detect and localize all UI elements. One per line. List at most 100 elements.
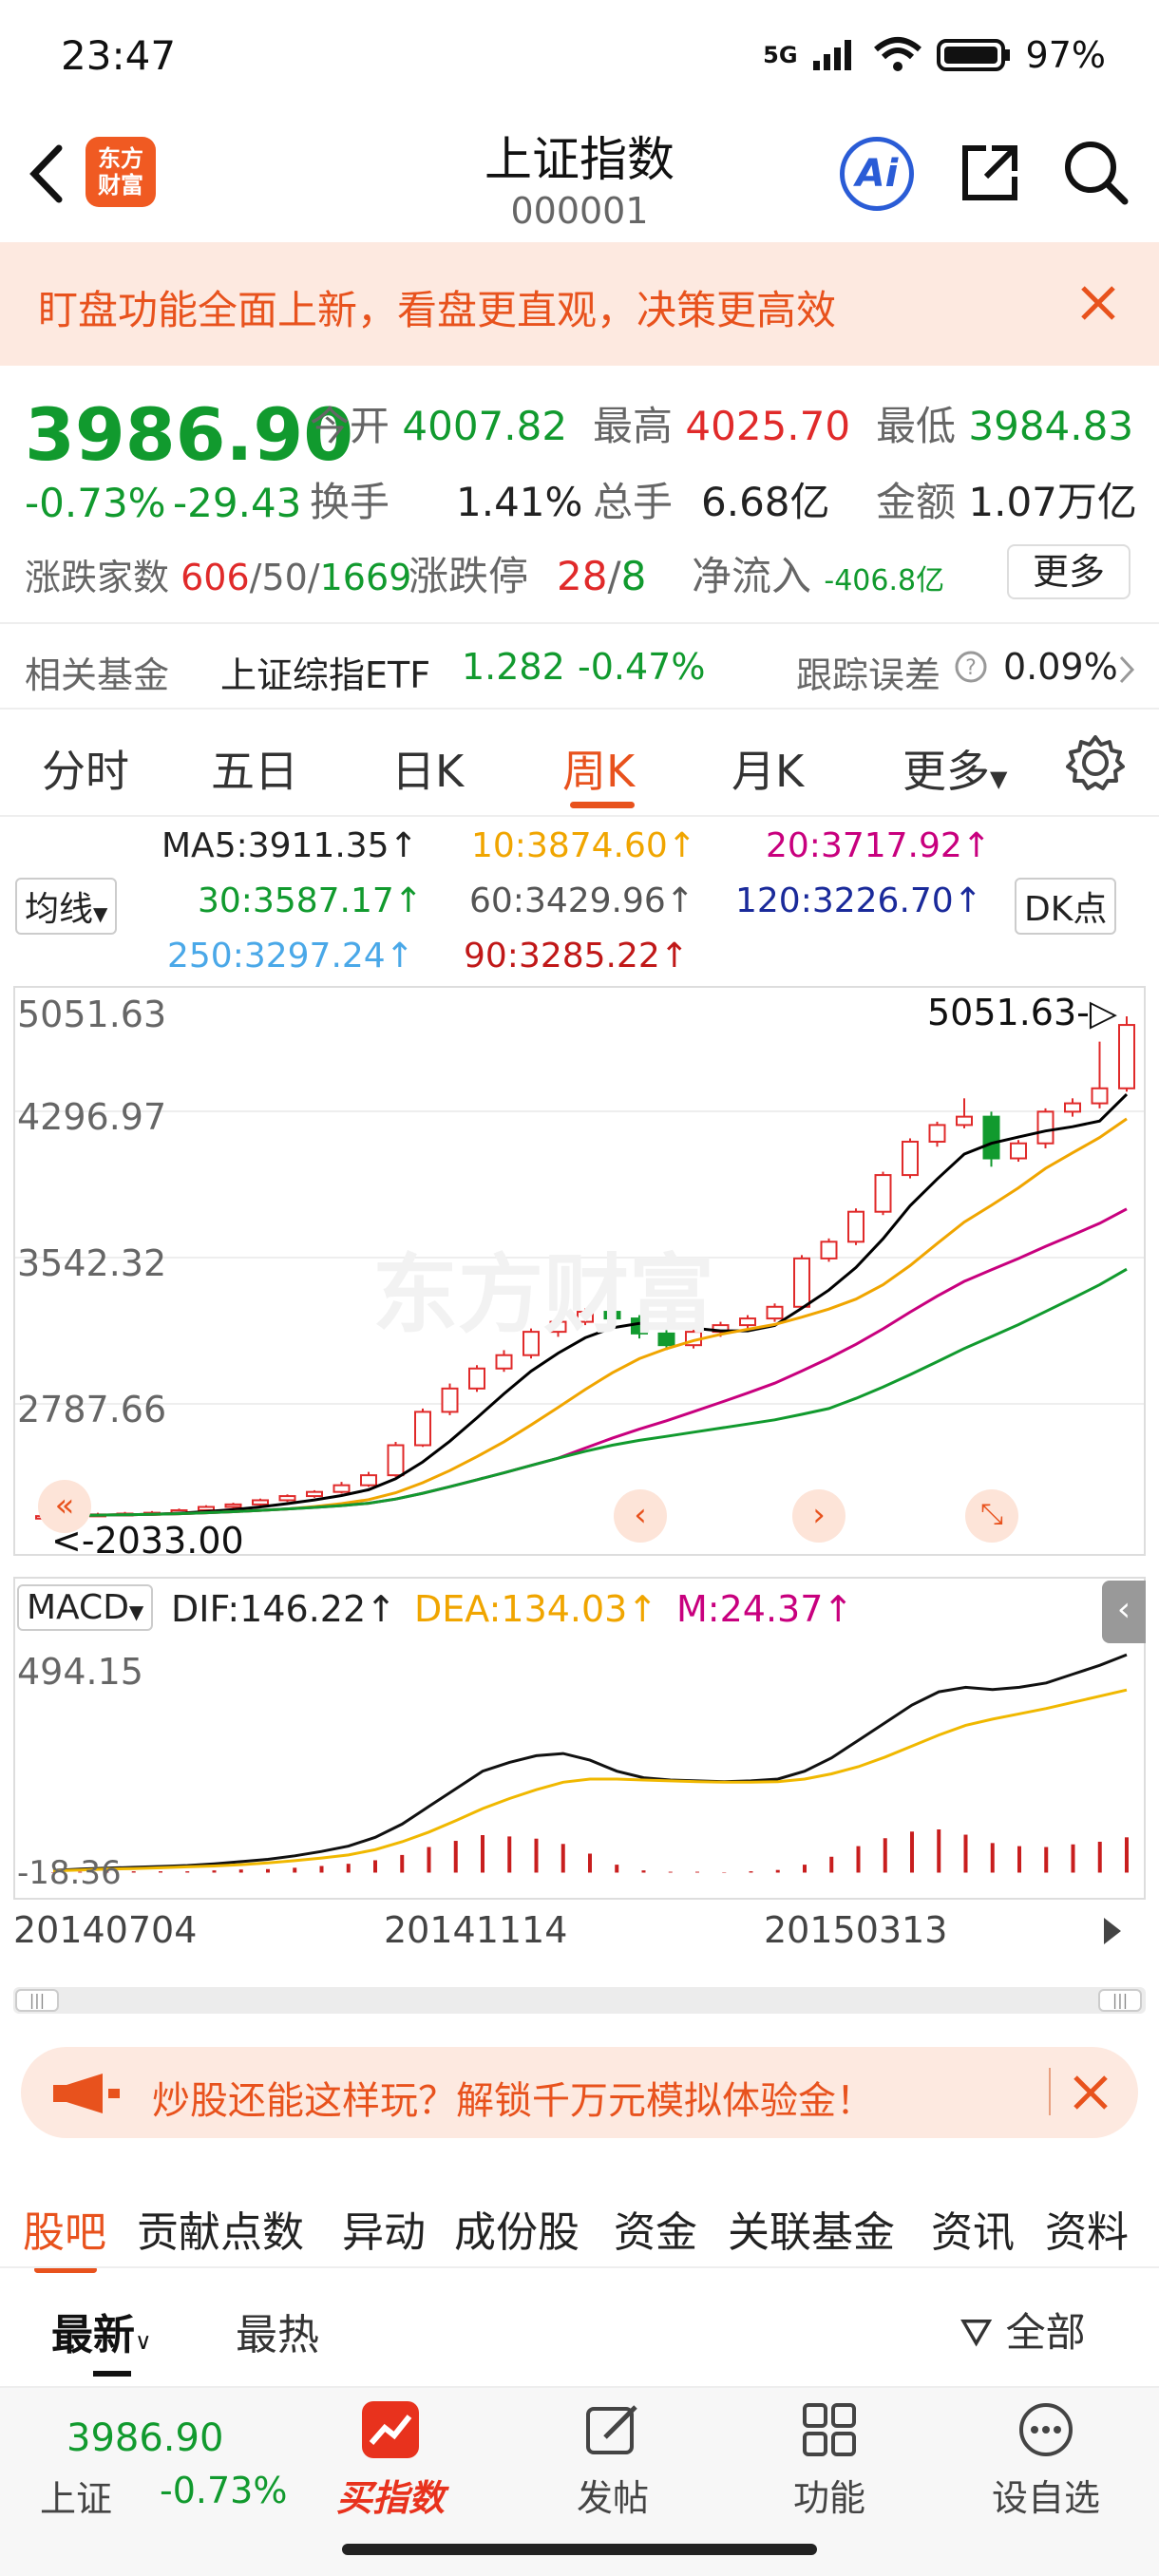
- promo-banner[interactable]: 炒股还能这样玩？解锁千万元模拟体验金！: [21, 2047, 1138, 2138]
- post-button[interactable]: 发帖: [551, 2399, 674, 2521]
- macd-bottom-label: -18.36: [17, 1854, 122, 1892]
- gear-icon[interactable]: [1066, 733, 1125, 792]
- tab-weekly-k[interactable]: 周K: [562, 746, 636, 797]
- more-dots-icon: [1019, 2403, 1073, 2456]
- zoom-out-button[interactable]: ‹: [614, 1489, 667, 1543]
- top-nav: 东方 财富 上证指数 000001 Ai: [0, 114, 1159, 242]
- high-value: 4025.70: [685, 403, 851, 449]
- sort-latest[interactable]: 最新∨: [51, 2301, 152, 2361]
- low-row: 最低 3984.83: [876, 394, 1133, 452]
- tab-forum[interactable]: 股吧: [23, 2208, 106, 2257]
- related-fund-row[interactable]: 相关基金 上证综指ETF 1.282 -0.47% 跟踪误差 ? 0.09%: [0, 627, 1159, 708]
- chevron-right-icon: [1119, 655, 1135, 684]
- play-icon[interactable]: [1100, 1915, 1125, 1947]
- watermark: 东方财富: [372, 1245, 714, 1345]
- tab-five-day[interactable]: 五日: [211, 746, 298, 797]
- zoom-in-button[interactable]: ›: [792, 1489, 846, 1543]
- grid-icon: [803, 2403, 856, 2456]
- candle-body: [793, 1257, 810, 1308]
- filter-button[interactable]: ⛛ 全部: [960, 2301, 1086, 2358]
- ma10-label: 10:3874.60↑: [471, 826, 696, 865]
- turnover-value: 1.41%: [456, 479, 583, 525]
- post-label: 发帖: [576, 2477, 649, 2519]
- high-row: 最高 4025.70: [593, 394, 850, 452]
- open-value: 4007.82: [402, 403, 568, 449]
- collapse-panel-button[interactable]: ‹: [1102, 1581, 1146, 1643]
- period-tabs: 分时 五日 日K 周K 月K 更多▼: [0, 710, 1159, 815]
- tab-funds-flow[interactable]: 资金: [614, 2208, 697, 2257]
- caret-down-icon: ▼: [128, 1601, 144, 1623]
- candle-body: [1091, 1087, 1109, 1105]
- sort-latest-label: 最新: [51, 2311, 135, 2359]
- network-label: 5G: [763, 42, 798, 68]
- max-price-label: 5051.63: [927, 992, 1077, 1033]
- low-label: 最低: [876, 403, 957, 449]
- candle-body: [198, 1506, 215, 1511]
- fullscreen-button[interactable]: ⤡: [965, 1489, 1018, 1543]
- tab-more[interactable]: 更多▼: [902, 737, 1007, 800]
- macd-chart[interactable]: MACD▼ DIF:146.22↑ DEA:134.03↑ M:24.37↑ 4…: [13, 1577, 1146, 1900]
- tab-profile[interactable]: 资料: [1045, 2208, 1129, 2257]
- tab-news[interactable]: 资讯: [931, 2208, 1015, 2257]
- kline-chart[interactable]: 5051.63 4296.97 3542.32 2787.66 5051.63-…: [13, 986, 1146, 1562]
- volume-row: 总手 6.68亿: [593, 470, 830, 528]
- y-label-4: 2787.66: [17, 1389, 167, 1430]
- tab-monthly-k[interactable]: 月K: [732, 746, 805, 797]
- close-icon[interactable]: [1077, 282, 1119, 324]
- back-icon[interactable]: [25, 142, 66, 205]
- function-button[interactable]: 功能: [768, 2399, 891, 2521]
- filter-icon: ⛛: [960, 2309, 994, 2356]
- fund-name: 上证综指ETF: [220, 654, 431, 696]
- help-icon[interactable]: ?: [954, 650, 988, 684]
- tab-constituents[interactable]: 成份股: [454, 2208, 580, 2257]
- dk-point-button[interactable]: DK点: [1015, 878, 1117, 935]
- ma30-line: [43, 1267, 1128, 1518]
- tab-movement[interactable]: 异动: [342, 2208, 426, 2257]
- y-label-3: 3542.32: [17, 1242, 167, 1284]
- turnover-row: 换手 1.41%: [310, 470, 582, 528]
- ma-select[interactable]: 均线▼: [15, 878, 118, 935]
- home-indicator: [342, 2544, 817, 2555]
- open-row: 今开 4007.82: [310, 394, 567, 452]
- tab-related-funds[interactable]: 关联基金: [728, 2208, 895, 2257]
- share-icon[interactable]: [958, 141, 1022, 205]
- more-quote-button[interactable]: 更多: [1007, 544, 1130, 599]
- app-logo: 东方 财富: [86, 137, 156, 207]
- add-watchlist-button[interactable]: 设自选: [984, 2399, 1108, 2521]
- active-subtab-indicator: [34, 2266, 97, 2273]
- candle-body: [982, 1115, 1000, 1160]
- candle-body: [820, 1241, 838, 1260]
- ma20-label: 20:3717.92↑: [766, 826, 991, 865]
- candle-body: [224, 1503, 242, 1508]
- function-label: 功能: [792, 2477, 865, 2519]
- range-handle-right[interactable]: |||: [1098, 1989, 1142, 2012]
- range-handle-left[interactable]: |||: [15, 1989, 59, 2012]
- edit-icon: [586, 2405, 637, 2454]
- promo-divider: [1049, 2068, 1051, 2115]
- tab-daily-k[interactable]: 日K: [391, 746, 465, 797]
- tab-minute[interactable]: 分时: [42, 746, 129, 797]
- stock-code: 000001: [510, 190, 649, 232]
- macd-select[interactable]: MACD▼: [17, 1584, 154, 1631]
- low-value: 3984.83: [968, 403, 1134, 449]
- track-error-label: 跟踪误差: [796, 654, 941, 696]
- tab-contribution[interactable]: 贡献点数: [137, 2208, 304, 2257]
- scroll-left-button[interactable]: «: [38, 1480, 91, 1533]
- candle-body: [1118, 1024, 1135, 1089]
- max-price-marker: 5051.63-▷: [927, 992, 1118, 1033]
- candle-body: [766, 1305, 784, 1320]
- ai-button[interactable]: Ai: [840, 137, 914, 211]
- close-icon[interactable]: [1072, 2074, 1110, 2112]
- sort-hot[interactable]: 最热: [236, 2311, 319, 2359]
- notice-banner[interactable]: 盯盘功能全面上新，看盘更直观，决策更高效: [0, 242, 1159, 366]
- divider: [0, 622, 1159, 624]
- search-icon[interactable]: [1062, 139, 1130, 207]
- dea-label: DEA:134.03↑: [414, 1588, 658, 1630]
- candle-body: [414, 1411, 431, 1447]
- buy-index-button[interactable]: 买指数: [329, 2399, 452, 2521]
- netflow-value: -406.8亿: [824, 564, 945, 597]
- status-time: 23:47: [61, 32, 177, 79]
- range-slider[interactable]: [13, 1987, 1146, 2014]
- signal-icon: [812, 40, 851, 70]
- candle-body: [332, 1484, 351, 1493]
